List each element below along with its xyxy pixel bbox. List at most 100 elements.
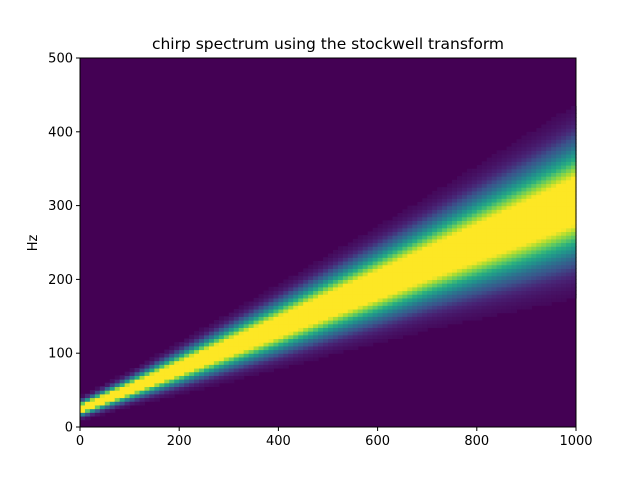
- heatmap-cell: [382, 235, 389, 240]
- heatmap-cell: [521, 209, 527, 214]
- heatmap-cell: [447, 216, 453, 221]
- heatmap-cell: [313, 319, 319, 325]
- heatmap-cell: [243, 327, 250, 332]
- heatmap-cell: [491, 179, 498, 185]
- heatmap-cell: [278, 364, 284, 369]
- heatmap-cell: [511, 161, 518, 166]
- heatmap-cell: [541, 238, 547, 244]
- heatmap-cell: [461, 231, 468, 236]
- heatmap-cell: [298, 334, 304, 340]
- heatmap-cell: [556, 131, 562, 137]
- heatmap-cell: [377, 305, 384, 310]
- heatmap-cell: [367, 260, 374, 266]
- heatmap-cell: [382, 305, 389, 310]
- heatmap-cell: [556, 290, 562, 295]
- heatmap-cell: [337, 319, 344, 325]
- heatmap-cell: [194, 360, 200, 365]
- heatmap-cell: [313, 286, 319, 292]
- heatmap-cell: [233, 316, 240, 321]
- heatmap-cell: [357, 308, 364, 314]
- heatmap-cell: [437, 224, 443, 229]
- heatmap-cell: [362, 238, 369, 244]
- heatmap-cell: [288, 305, 294, 310]
- heatmap-cell: [352, 312, 359, 317]
- heatmap-cell: [382, 294, 389, 299]
- heatmap-cell: [218, 349, 225, 354]
- heatmap-cell: [392, 224, 399, 229]
- heatmap-cell: [402, 319, 408, 325]
- heatmap-cell: [342, 305, 349, 310]
- heatmap-cell: [496, 212, 503, 218]
- heatmap-cell: [228, 331, 235, 336]
- heatmap-cell: [471, 172, 478, 177]
- heatmap-cell: [387, 253, 394, 258]
- heatmap-cell: [367, 272, 374, 277]
- heatmap-cell: [382, 312, 389, 317]
- heatmap-cell: [466, 220, 473, 225]
- heatmap-cell: [506, 301, 513, 306]
- heatmap-cell: [328, 312, 334, 317]
- heatmap-cell: [437, 308, 443, 314]
- heatmap-cell: [432, 260, 438, 266]
- heatmap-cell: [461, 264, 468, 269]
- heatmap-cell: [392, 216, 399, 221]
- heatmap-cell: [357, 268, 364, 273]
- heatmap-cell: [253, 331, 260, 336]
- heatmap-cell: [561, 124, 567, 129]
- heatmap-cell: [516, 190, 523, 196]
- heatmap-cell: [124, 379, 131, 384]
- heatmap-cell: [506, 305, 513, 310]
- heatmap-cell: [303, 356, 309, 362]
- heatmap-cell: [169, 356, 175, 362]
- heatmap-cell: [248, 331, 255, 336]
- heatmap-cell: [521, 242, 527, 247]
- heatmap-cell: [447, 220, 453, 225]
- heatmap-cell: [248, 349, 255, 354]
- heatmap-cell: [447, 286, 453, 292]
- heatmap-cell: [551, 227, 557, 233]
- heatmap-cell: [561, 224, 567, 229]
- heatmap-cell: [501, 253, 508, 258]
- heatmap-cell: [104, 382, 111, 388]
- heatmap-cell: [481, 172, 488, 177]
- heatmap-cell: [323, 301, 329, 306]
- heatmap-cell: [491, 194, 498, 199]
- heatmap-cell: [288, 290, 294, 295]
- heatmap-cell: [357, 260, 364, 266]
- heatmap-cell: [412, 264, 418, 269]
- heatmap-cell: [184, 386, 190, 391]
- x-tick-label: 200: [167, 434, 192, 449]
- heatmap-cell: [362, 327, 369, 332]
- heatmap-cell: [208, 382, 215, 388]
- heatmap-cell: [293, 312, 299, 317]
- heatmap-cell: [402, 312, 408, 317]
- heatmap-cell: [377, 279, 384, 284]
- heatmap-cell: [442, 294, 448, 299]
- heatmap-cell: [278, 353, 284, 358]
- heatmap-cell: [318, 349, 324, 354]
- heatmap-cell: [437, 227, 443, 233]
- heatmap-cell: [486, 253, 493, 258]
- heatmap-cell: [506, 257, 513, 262]
- heatmap-cell: [561, 190, 567, 196]
- heatmap-cell: [223, 323, 230, 328]
- heatmap-cell: [541, 172, 547, 177]
- heatmap-cell: [347, 257, 354, 262]
- heatmap-cell: [248, 356, 255, 362]
- heatmap-cell: [372, 327, 379, 332]
- heatmap-cell: [352, 275, 359, 280]
- heatmap-cell: [119, 390, 126, 395]
- heatmap-cell: [531, 216, 537, 221]
- heatmap-cell: [407, 209, 413, 214]
- heatmap-cell: [452, 220, 458, 225]
- heatmap-cell: [288, 360, 294, 365]
- heatmap-cell: [189, 367, 195, 373]
- heatmap-cell: [278, 334, 284, 340]
- heatmap-cell: [332, 257, 339, 262]
- heatmap-cell: [223, 327, 230, 332]
- heatmap-cell: [199, 334, 205, 340]
- heatmap-cell: [466, 227, 473, 233]
- heatmap-cell: [452, 198, 458, 203]
- heatmap-cell: [486, 297, 493, 303]
- heatmap-cell: [407, 260, 413, 266]
